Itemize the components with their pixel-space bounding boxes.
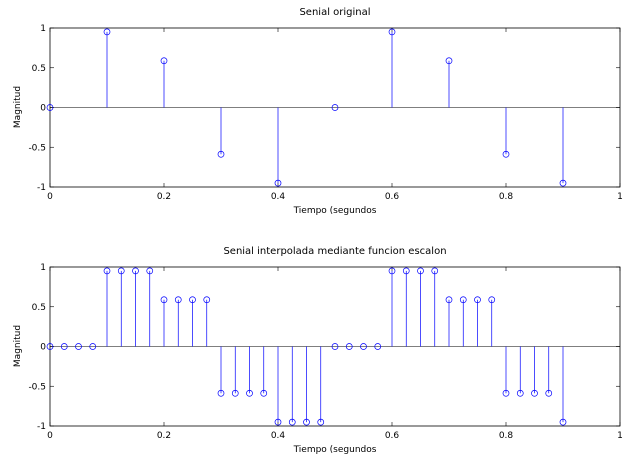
stem-marker [331, 104, 339, 111]
stem-marker [217, 389, 225, 397]
stem-marker [160, 296, 168, 304]
x-tick-label: 0.8 [499, 192, 514, 202]
stem-marker [516, 389, 524, 397]
x-tick-label: 0.8 [499, 431, 514, 441]
stem-marker [203, 296, 211, 304]
stem-marker [545, 389, 553, 397]
stem-marker [75, 343, 82, 350]
plot-original-signal: Senial original Tiempo (segundos Magnitu… [13, 7, 623, 216]
y-tick-label: -1 [37, 183, 46, 193]
stem-marker [502, 389, 510, 397]
stem-marker [274, 179, 282, 187]
stem-marker [160, 57, 168, 65]
stem-marker [388, 28, 396, 36]
stem-marker [89, 343, 97, 350]
y-tick-label: 0.5 [32, 303, 46, 313]
stem-marker [60, 343, 68, 350]
stem-marker [531, 389, 538, 397]
stem-marker [445, 57, 453, 65]
x-axis-label: Tiempo (segundos [293, 206, 377, 216]
x-tick-label: 0.4 [271, 192, 286, 202]
stem-marker [502, 150, 510, 158]
y-tick-label: 0 [40, 343, 46, 353]
x-axis-label: Tiempo (segundos [293, 445, 377, 455]
stem-marker [189, 296, 196, 304]
stem-marker [559, 179, 567, 187]
stem-marker [488, 296, 496, 304]
stem-marker [217, 150, 225, 158]
stem-marker [231, 389, 239, 397]
y-tick-label: 1 [40, 263, 46, 273]
stem-marker [374, 343, 382, 350]
x-tick-label: 0 [47, 431, 53, 441]
x-tick-label: 0.6 [385, 431, 400, 441]
stem-marker [559, 418, 567, 426]
y-axis-label: Magnitud [13, 86, 23, 128]
y-tick-label: 0.5 [32, 64, 46, 74]
y-axis-label: Magnitud [13, 325, 23, 367]
x-tick-label: 0.6 [385, 192, 400, 202]
stem-marker [274, 418, 282, 426]
stem-marker [174, 296, 182, 304]
y-tick-label: -0.5 [28, 143, 46, 153]
stem-marker [317, 418, 325, 426]
stem-marker [474, 296, 481, 304]
x-tick-label: 0.4 [271, 431, 286, 441]
stem-marker [46, 343, 54, 350]
stem-marker [402, 267, 410, 275]
stem-marker [303, 418, 310, 426]
x-tick-label: 1 [617, 431, 623, 441]
stem-marker [117, 267, 125, 275]
stem-marker [417, 267, 424, 275]
stem-marker [445, 296, 453, 304]
y-tick-label: 1 [40, 24, 46, 34]
stem-marker [246, 389, 253, 397]
stem-marker [103, 28, 111, 36]
plot-step-interpolated-signal: Senial interpolada mediante funcion esca… [13, 246, 623, 455]
y-tick-label: -0.5 [28, 382, 46, 392]
stem-marker [46, 104, 54, 111]
y-tick-label: 0 [40, 104, 46, 114]
stem-marker [360, 343, 367, 350]
stem-marker [459, 296, 467, 304]
x-tick-label: 0 [47, 192, 53, 202]
stem-marker [431, 267, 439, 275]
stem-marker [146, 267, 154, 275]
x-tick-label: 0.2 [157, 192, 171, 202]
plot-title: Senial interpolada mediante funcion esca… [223, 246, 446, 257]
stem-marker [132, 267, 139, 275]
plot-title: Senial original [299, 7, 370, 18]
stem-marker [288, 418, 296, 426]
x-tick-label: 1 [617, 192, 623, 202]
stem-marker [103, 267, 111, 275]
x-tick-label: 0.2 [157, 431, 171, 441]
stem-marker [388, 267, 396, 275]
stem-marker [260, 389, 268, 397]
stem-marker [331, 343, 339, 350]
y-tick-label: -1 [37, 422, 46, 432]
stem-marker [345, 343, 353, 350]
